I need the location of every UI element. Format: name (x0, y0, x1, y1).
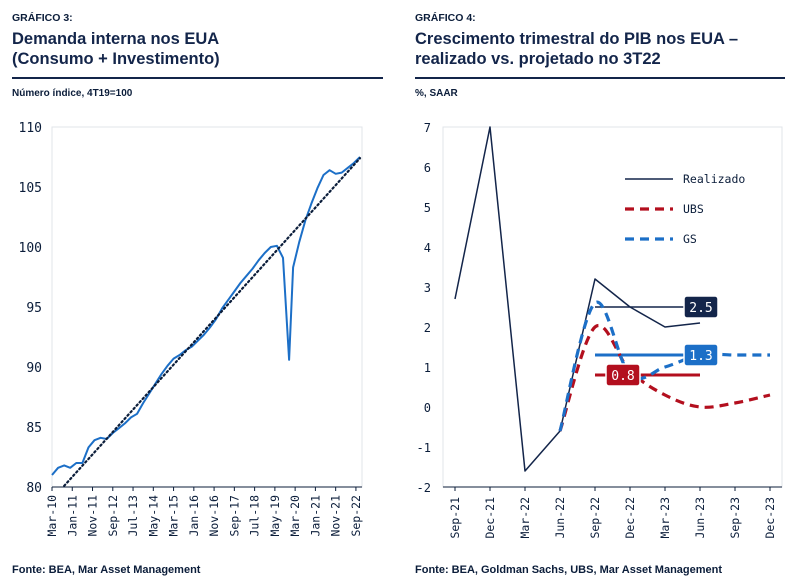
x-tick-label: Sep-22 (588, 497, 602, 539)
chart-unit-label: %, SAAR (415, 88, 458, 99)
x-tick-label: Jun-23 (693, 497, 707, 539)
y-tick-label: 0 (424, 401, 431, 415)
y-tick-label: 95 (26, 301, 42, 316)
y-tick-label: 5 (424, 201, 431, 215)
x-tick-label: Mar-20 (288, 495, 302, 537)
chart-source: Fonte: BEA, Goldman Sachs, UBS, Mar Asse… (415, 564, 723, 576)
chart-title-line-2: (Consumo + Investimento) (12, 50, 220, 68)
trend-line (63, 157, 362, 487)
x-tick-label: Nov-21 (329, 495, 343, 537)
x-tick-label: Sep-21 (448, 497, 462, 539)
x-tick-label: Nov-11 (86, 495, 100, 537)
x-tick-label: Jan-21 (308, 495, 322, 537)
value-callout-label: 0.8 (611, 369, 634, 384)
value-callout-label: 1.3 (689, 349, 712, 364)
gs-series-line (558, 300, 770, 432)
y-tick-label: 6 (424, 161, 431, 175)
x-tick-label: Jul-13 (126, 495, 140, 537)
chart-title-line-2: realizado vs. projetado no 3T22 (415, 50, 661, 68)
chart-title-line-1: Demanda interna nos EUA (12, 30, 220, 48)
x-tick-label: Jan-11 (65, 495, 79, 537)
y-tick-label: 80 (26, 481, 42, 496)
x-tick-label: Sep-17 (227, 495, 241, 537)
legend-label: UBS (683, 202, 704, 216)
chart-kicker: GRÁFICO 4: (415, 12, 476, 24)
x-tick-label: Dec-22 (623, 497, 637, 539)
x-tick-label: Mar-15 (167, 495, 181, 537)
x-tick-label: Sep-12 (106, 495, 120, 537)
x-tick-label: Dec-21 (483, 497, 497, 539)
x-tick-label: Sep-22 (349, 495, 363, 537)
y-tick-label: 3 (424, 281, 431, 295)
x-tick-label: Jun-22 (553, 497, 567, 539)
ubs-series-line (558, 323, 771, 432)
y-tick-label: 1 (424, 361, 431, 375)
x-tick-label: Jan-16 (187, 495, 201, 537)
chart-title-line-1: Crescimento trimestral do PIB nos EUA – (415, 30, 739, 48)
gdp-growth-chart: -2 -1 0 1 2 3 4 5 6 7 Sep-21 Dec-21 Mar-22 Jun-22 Sep-… (417, 121, 783, 539)
chart-title: Demanda interna nos EUA (Consumo + Inves… (12, 29, 220, 69)
legend-label: Realizado (683, 172, 745, 186)
x-tick-label: Mar-22 (518, 497, 532, 539)
value-callout-box (683, 295, 719, 319)
value-callout-box (683, 343, 719, 367)
chart-title: Crescimento trimestral do PIB nos EUA – … (415, 29, 738, 69)
value-callout-box (605, 363, 641, 387)
x-tick-label: Jul-18 (248, 495, 262, 537)
y-tick-label: 7 (424, 121, 431, 135)
value-callout-label: 2.5 (689, 301, 712, 316)
x-tick-label: Mar-10 (45, 495, 59, 537)
chart-kicker: GRÁFICO 3: (12, 12, 73, 24)
y-tick-label: -2 (417, 481, 431, 495)
x-tick-label: May-14 (146, 495, 160, 537)
title-divider (415, 77, 785, 79)
y-tick-label: 100 (19, 241, 42, 256)
x-tick-label: Dec-23 (763, 497, 777, 539)
y-tick-label: 105 (19, 181, 42, 196)
chart-source: Fonte: BEA, Mar Asset Management (12, 564, 201, 576)
y-tick-label: 85 (26, 421, 42, 436)
x-tick-label: Mar-23 (658, 497, 672, 539)
x-tick-label: May-19 (268, 495, 282, 537)
demand-series-line (51, 156, 361, 476)
x-tick-label: Nov-16 (207, 495, 221, 537)
chart-unit-label: Número índice, 4T19=100 (12, 88, 133, 99)
domestic-demand-chart: 80 85 90 95 100 105 110 Mar-10 Jan-11 Nov-11 Sep-1… (19, 121, 363, 537)
y-tick-label: 4 (424, 241, 431, 255)
plot-frame (51, 126, 363, 488)
x-tick-label: Sep-23 (728, 497, 742, 539)
title-divider (12, 77, 383, 79)
y-tick-label: 110 (19, 121, 42, 136)
y-tick-label: 2 (424, 321, 431, 335)
y-tick-label: -1 (417, 441, 431, 455)
y-tick-label: 90 (26, 361, 42, 376)
legend-label: GS (683, 232, 697, 246)
